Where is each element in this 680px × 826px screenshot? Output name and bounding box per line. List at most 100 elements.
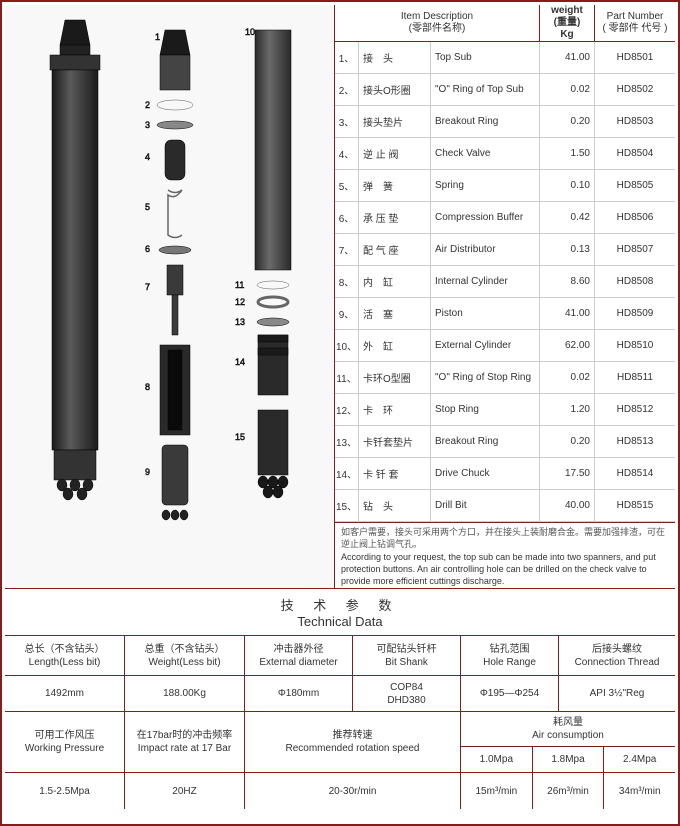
td-bit-shank: COP84DHD380 [353,676,461,711]
svg-text:12: 12 [235,297,245,307]
part-weight: 8.60 [540,266,595,297]
th-rot-en: Recommended rotation speed [286,742,420,755]
part-num: 12、 [335,394,359,425]
part-name-en: Top Sub [431,42,540,73]
td-air-2: 26m³/min [533,773,605,809]
part-number: HD8513 [595,426,675,457]
svg-text:14: 14 [235,357,245,367]
td-length: 1492mm [5,676,125,711]
part-name-en: Air Distributor [431,234,540,265]
parts-row: 8、内 缸Internal Cylinder8.60HD8508 [335,266,675,298]
th-ext-diameter: 冲击器外径External diameter [245,636,353,675]
part-name-en: Piston [431,298,540,329]
svg-text:5: 5 [145,202,150,212]
part-name-en: Stop Ring [431,394,540,425]
th-length-en: Length(Less bit) [29,656,101,669]
header-weight: weight (重量) Kg [540,5,595,41]
parts-row: 13、卡钎套垫片Breakout Ring0.20HD8513 [335,426,675,458]
part-number: HD8514 [595,458,675,489]
air-sub-3: 2.4Mpa [604,747,675,772]
th-length: 总长（不含钻头）Length(Less bit) [5,636,125,675]
part-num: 6、 [335,202,359,233]
parts-row: 2、接头O形圈"O" Ring of Top Sub0.02HD8502 [335,74,675,106]
tech-row-2-values: 1.5-2.5Mpa 20HZ 20-30r/min 15m³/min 26m³… [5,773,675,809]
part-number: HD8512 [595,394,675,425]
th-air-en: Air consumption [532,729,604,742]
parts-row: 1、接 头Top Sub41.00HD8501 [335,42,675,74]
th-wp-en: Working Pressure [25,742,104,755]
part-weight: 0.02 [540,362,595,393]
svg-text:2: 2 [145,100,150,110]
tech-title-en: Technical Data [5,614,675,629]
part-number: HD8508 [595,266,675,297]
th-connection: 后接头螺纹Connection Thread [559,636,675,675]
th-wp-cn: 可用工作风压 [35,729,95,742]
header-weight-cn: (重量) [554,17,581,29]
parts-panel: Item Description (零部件名称) weight (重量) Kg … [335,5,675,588]
part-num: 7、 [335,234,359,265]
note-cn: 如客户需要，接头可采用两个方口，并在接头上装耐磨合金。需要加强排渣，可在逆止阀上… [341,527,669,550]
parts-row: 10、外 缸External Cylinder62.00HD8510 [335,330,675,362]
th-hole-range: 钻孔范围Hole Range [461,636,559,675]
air-sub-headers: 1.0Mpa 1.8Mpa 2.4Mpa [461,746,675,772]
part-weight: 1.50 [540,138,595,169]
parts-header: Item Description (零部件名称) weight (重量) Kg … [335,5,675,42]
th-length-cn: 总长（不含钻头） [25,643,105,656]
svg-text:7: 7 [145,282,150,292]
th-air-cn: 耗风量 [532,716,604,729]
header-pn-en: Part Number [607,11,664,23]
svg-text:15: 15 [235,432,245,442]
part-name-cn: 活 塞 [359,298,431,329]
svg-text:6: 6 [145,244,150,254]
part-name-cn: 接头O形圈 [359,74,431,105]
parts-row: 14、卡 钎 套Drive Chuck17.50HD8514 [335,458,675,490]
part-name-cn: 承 压 垫 [359,202,431,233]
svg-text:10: 10 [245,27,255,37]
svg-text:1: 1 [155,32,160,42]
th-ext-cn: 冲击器外径 [274,643,324,656]
th-ext-en: External diameter [259,656,337,669]
part-weight: 62.00 [540,330,595,361]
td-bit2: DHD380 [387,694,425,707]
part-name-en: Check Valve [431,138,540,169]
part-name-cn: 内 缸 [359,266,431,297]
part-number: HD8511 [595,362,675,393]
th-bit-shank: 可配钻头钎杆Bit Shank [353,636,461,675]
part-number: HD8515 [595,490,675,521]
part-weight: 41.00 [540,42,595,73]
svg-text:13: 13 [235,317,245,327]
header-desc-en: Item Description [401,11,473,23]
th-weight-en: Weight(Less bit) [148,656,220,669]
th-hole-en: Hole Range [483,656,536,669]
svg-text:3: 3 [145,120,150,130]
svg-text:11: 11 [235,280,244,290]
parts-row: 6、承 压 垫Compression Buffer0.42HD8506 [335,202,675,234]
part-num: 2、 [335,74,359,105]
top-section: 1 2 3 4 5 6 7 8 9 10 11 12 13 14 [5,5,675,589]
part-name-en: Spring [431,170,540,201]
part-number: HD8509 [595,298,675,329]
parts-row: 5、弹 簧Spring0.10HD8505 [335,170,675,202]
td-weight: 188.00Kg [125,676,245,711]
part-name-cn: 接 头 [359,42,431,73]
air-sub-2: 1.8Mpa [533,747,605,772]
th-imp-cn: 在17bar时的冲击频率 [137,729,233,742]
tech-row-1-values: 1492mm 188.00Kg Φ180mm COP84DHD380 Φ195—… [5,676,675,712]
header-desc-cn: (零部件名称) [409,23,466,35]
part-name-cn: 钻 头 [359,490,431,521]
parts-row: 15、钻 头Drill Bit40.00HD8515 [335,490,675,522]
part-number: HD8510 [595,330,675,361]
parts-row: 3、接头垫片Breakout Ring0.20HD8503 [335,106,675,138]
th-rot-cn: 推荐转速 [333,729,373,742]
part-name-en: "O" Ring of Stop Ring [431,362,540,393]
exploded-diagram-svg: 1 2 3 4 5 6 7 8 9 10 11 12 13 14 [10,10,330,584]
part-name-cn: 接头垫片 [359,106,431,137]
air-sub-1: 1.0Mpa [461,747,533,772]
part-number: HD8503 [595,106,675,137]
part-weight: 0.13 [540,234,595,265]
part-num: 4、 [335,138,359,169]
part-weight: 40.00 [540,490,595,521]
td-impact-rate: 20HZ [125,773,245,809]
part-weight: 0.10 [540,170,595,201]
parts-row: 9、活 塞Piston41.00HD8509 [335,298,675,330]
